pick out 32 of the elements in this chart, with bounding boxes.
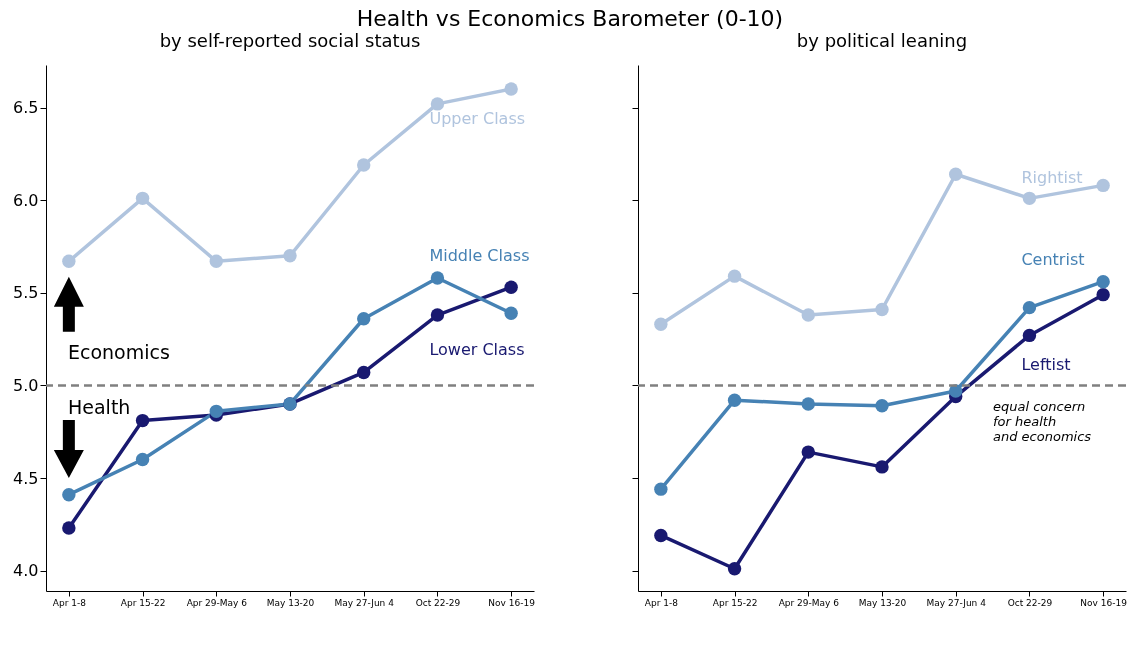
- x-tick-label: May 13-20: [858, 597, 907, 608]
- x-tick-label: Oct 22-29: [415, 597, 461, 608]
- annotation: Economics: [68, 341, 170, 363]
- series-label: Upper Class: [429, 108, 526, 128]
- x-tick-label: Apr 15-22: [712, 597, 758, 608]
- series-label: Leftist: [1021, 355, 1071, 375]
- y-tick-label: 6.5: [13, 98, 39, 118]
- x-tick-label: Nov 16-19: [488, 597, 536, 608]
- x-tick-label: Apr 29-May 6: [778, 597, 840, 608]
- y-tick-label: 5.0: [13, 375, 39, 395]
- x-tick-label: Oct 22-29: [1007, 597, 1053, 608]
- y-tick-label: 6.0: [13, 190, 39, 210]
- x-tick-label: Apr 29-May 6: [186, 597, 248, 608]
- series-label: Centrist: [1021, 249, 1085, 269]
- x-tick-label: May 27-Jun 4: [926, 597, 987, 608]
- x-tick-label: Nov 16-19: [1080, 597, 1128, 608]
- chart-subtitle: by self-reported social status: [159, 30, 421, 51]
- x-tick-label: Apr 1-8: [644, 597, 679, 608]
- x-tick-label: Apr 15-22: [120, 597, 166, 608]
- annotation: Health: [68, 396, 131, 418]
- y-tick-label: 5.5: [13, 283, 39, 303]
- x-tick-label: Apr 1-8: [52, 597, 87, 608]
- series-label: Lower Class: [429, 340, 525, 360]
- chart-title: by political leaning: [796, 30, 968, 51]
- y-tick-label: 4.0: [13, 561, 39, 581]
- series-label: Rightist: [1021, 168, 1083, 188]
- y-tick-label: 4.5: [13, 468, 39, 488]
- series-label: Middle Class: [429, 245, 530, 265]
- ref-line-label: equal concern for health and economics: [993, 399, 1092, 445]
- x-tick-label: May 13-20: [266, 597, 315, 608]
- chart-title: Health vs Economics Barometer (0-10): [356, 6, 784, 31]
- x-tick-label: May 27-Jun 4: [334, 597, 395, 608]
